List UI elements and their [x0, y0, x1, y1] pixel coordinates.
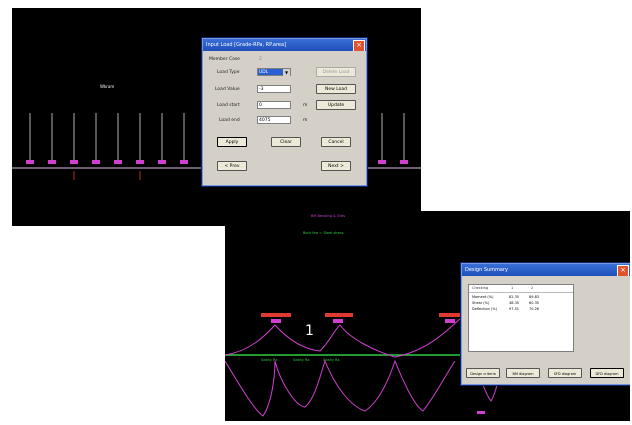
dialog-title: Design Summary	[465, 267, 509, 273]
row-deflection-name: Deflection (%)	[472, 307, 498, 311]
row-shear-name: Shear (%)	[472, 301, 490, 305]
row-deflection-v2: 70.26	[529, 307, 540, 311]
load-input-screenshot: Wkram Input Load [Grade-RPa, RP.area] × …	[12, 8, 421, 226]
support-markers	[26, 160, 408, 164]
row-shear-v2: 60.35	[529, 301, 540, 305]
load-type-select[interactable]: UDL ▼	[257, 68, 291, 76]
load-start-input[interactable]: 0	[257, 101, 291, 109]
prev-button[interactable]: < Prev	[217, 161, 247, 171]
hogging-curve	[225, 314, 466, 358]
load-value-label: Load Value	[215, 87, 240, 92]
load-start-unit: m	[303, 103, 308, 108]
support-markers	[271, 319, 485, 414]
load-type-value: UDL	[259, 70, 269, 75]
load-end-text: 4075	[259, 118, 271, 123]
dialog-titlebar: Input Load [Grade-RPa, RP.area] ×	[203, 39, 366, 51]
close-icon[interactable]: ×	[353, 40, 365, 51]
load-arrows	[29, 113, 405, 163]
row-deflection-v1: 97.51	[509, 307, 520, 311]
design-summary-screenshot: BM Bending & Grds Bold line = Steel stre…	[225, 211, 630, 421]
clear-button[interactable]: Clear	[271, 137, 301, 147]
mid-label-2: Sealty Ra	[293, 358, 310, 362]
header-divider	[469, 292, 573, 293]
row-shear-v1: 48.35	[509, 301, 520, 305]
load-end-label: Load end	[219, 118, 240, 123]
design-summary-dialog: Design Summary × Checking 1 2 Moment (%)…	[461, 263, 630, 385]
support-labels	[261, 313, 463, 317]
bm-diagram-button[interactable]: BM diagram	[506, 368, 540, 378]
dialog-title: Input Load [Grade-RPa, RP.area]	[206, 42, 287, 48]
delete-load-button[interactable]: Delete Load	[316, 67, 356, 77]
load-start-label: Load start	[217, 103, 240, 108]
row-moment-v1: 82.35	[509, 295, 520, 299]
mid-label-1: Sealty Ra	[261, 358, 278, 362]
sagging-curve	[225, 359, 456, 417]
diagram-subtitle: Bold line = Steel stress	[303, 231, 344, 235]
member-case-label: Member Case	[209, 57, 240, 62]
span-number: 1	[305, 323, 314, 339]
sfd-diagram-button[interactable]: SFD diagram	[548, 368, 582, 378]
dialog-titlebar: Design Summary ×	[462, 264, 630, 276]
close-icon[interactable]: ×	[617, 265, 629, 276]
canvas-label: Wkram	[100, 84, 115, 89]
load-value-text: -3	[259, 87, 264, 92]
mid-label-3: Sealty Ra	[323, 358, 340, 362]
update-button[interactable]: Update	[316, 100, 356, 110]
row-moment-v2: 89.83	[529, 295, 540, 299]
diagram-title: BM Bending & Grds	[311, 214, 346, 218]
summary-table: Checking 1 2 Moment (%) 82.35 89.83 Shea…	[468, 284, 574, 352]
dropdown-arrow-icon[interactable]: ▼	[283, 69, 290, 76]
load-start-text: 0	[259, 103, 262, 108]
dfd-diagram-button[interactable]: DFD diagram	[590, 368, 624, 378]
load-value-input[interactable]: -3	[257, 85, 291, 93]
apply-button[interactable]: Apply	[217, 137, 247, 147]
input-load-dialog: Input Load [Grade-RPa, RP.area] × Member…	[202, 38, 367, 186]
reaction-marks	[73, 171, 141, 180]
row-moment-name: Moment (%)	[472, 295, 494, 299]
col-header-1: 1	[511, 286, 514, 290]
load-type-label: Load Type	[217, 70, 240, 75]
design-criteria-button[interactable]: Design criteria	[466, 368, 500, 378]
new-load-button[interactable]: New Load	[316, 84, 356, 94]
load-end-unit: m	[303, 118, 308, 123]
load-end-input[interactable]: 4075	[257, 116, 291, 124]
col-header-2: 2	[531, 286, 534, 290]
next-button[interactable]: Next >	[321, 161, 351, 171]
col-header-checking: Checking	[472, 286, 489, 290]
member-case-value: 2	[259, 57, 262, 62]
cancel-button[interactable]: Cancel	[321, 137, 351, 147]
